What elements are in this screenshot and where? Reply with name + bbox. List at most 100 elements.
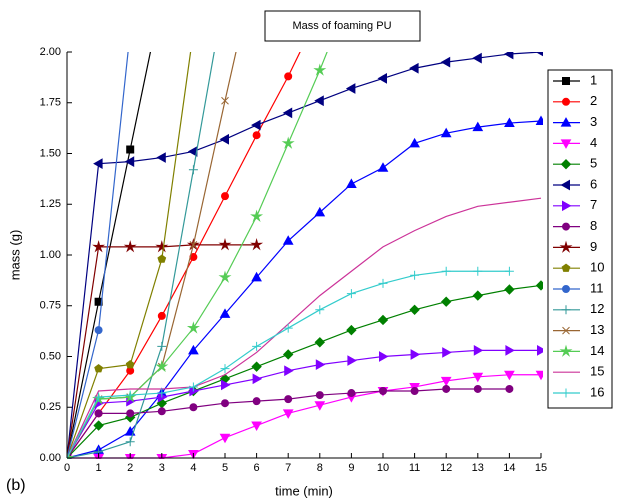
legend-marker [559, 240, 573, 253]
y-tick-label: 0.00 [40, 452, 61, 464]
marker [379, 351, 389, 362]
series-line [67, 349, 541, 459]
y-tick-label: 1.00 [40, 249, 61, 261]
marker [504, 284, 515, 295]
marker [125, 437, 135, 447]
marker [535, 52, 543, 57]
legend-marker [562, 222, 570, 231]
marker [219, 308, 231, 318]
marker [156, 152, 166, 163]
x-tick-label: 15 [535, 462, 547, 474]
legend-label: 13 [590, 322, 604, 337]
x-tick-label: 9 [348, 462, 354, 474]
legend-label: 14 [590, 343, 604, 358]
x-tick-label: 10 [377, 462, 389, 474]
marker [410, 349, 421, 360]
marker [92, 240, 106, 253]
legend-label: 8 [590, 218, 597, 233]
marker [409, 62, 419, 74]
marker [157, 341, 167, 351]
marker [315, 359, 326, 370]
marker [505, 345, 515, 356]
marker [157, 407, 166, 416]
marker [283, 323, 293, 333]
marker [347, 389, 356, 398]
marker [282, 349, 294, 360]
marker [221, 379, 231, 391]
legend-marker [562, 200, 572, 212]
marker [284, 395, 293, 404]
plot-area [67, 0, 543, 459]
marker [347, 355, 357, 366]
legend-label: 3 [590, 114, 597, 129]
marker [346, 289, 356, 299]
marker [409, 304, 420, 316]
marker [504, 117, 515, 128]
legend-marker [561, 305, 571, 315]
marker [94, 326, 103, 335]
marker [441, 266, 451, 276]
marker [94, 297, 103, 306]
x-tick-label: 8 [317, 462, 323, 474]
legend-marker [560, 158, 572, 170]
marker [346, 324, 357, 336]
marker [127, 28, 134, 35]
marker [314, 95, 324, 107]
x-tick-label: 1 [96, 462, 102, 474]
marker [157, 388, 167, 398]
marker [158, 0, 165, 1]
marker [220, 364, 230, 374]
marker [504, 266, 514, 276]
series-line [67, 284, 542, 459]
marker [315, 305, 325, 315]
x-tick-label: 3 [159, 462, 165, 474]
marker [535, 370, 543, 381]
marker [281, 136, 295, 149]
legend-marker [559, 344, 573, 357]
marker [314, 401, 326, 411]
marker [221, 192, 229, 201]
marker [378, 278, 388, 288]
x-tick-label: 12 [440, 462, 452, 474]
chart-title: Mass of foaming PU [292, 20, 391, 32]
marker [94, 364, 103, 373]
marker [473, 345, 484, 356]
marker [221, 399, 229, 408]
legend-label: 7 [590, 197, 597, 212]
marker [313, 63, 327, 76]
marker [379, 387, 387, 396]
marker [218, 238, 232, 251]
marker [123, 240, 137, 253]
marker [409, 137, 420, 148]
y-tick-label: 0.50 [40, 350, 61, 362]
y-tick-label: 2.00 [40, 46, 61, 58]
marker [535, 115, 543, 126]
x-tick-label: 7 [285, 462, 291, 474]
marker [251, 119, 261, 131]
legend-label: 2 [590, 93, 597, 108]
x-tick-label: 11 [409, 462, 420, 474]
marker [221, 96, 229, 105]
marker [252, 397, 261, 406]
legend-marker [562, 97, 570, 106]
title-box [264, 10, 421, 42]
marker [315, 391, 324, 400]
marker [250, 209, 264, 222]
legend-marker [560, 179, 570, 191]
marker [440, 127, 452, 138]
marker [440, 376, 452, 387]
marker [251, 421, 262, 432]
marker [186, 321, 200, 334]
legend-label: 16 [590, 384, 604, 399]
marker [537, 345, 543, 356]
marker [188, 165, 198, 175]
marker [157, 311, 166, 320]
x-tick-label: 2 [127, 462, 133, 474]
marker [93, 420, 104, 431]
marker [410, 387, 419, 396]
marker [282, 409, 294, 419]
legend-marker [562, 285, 570, 293]
marker [473, 384, 482, 393]
marker [503, 52, 514, 60]
